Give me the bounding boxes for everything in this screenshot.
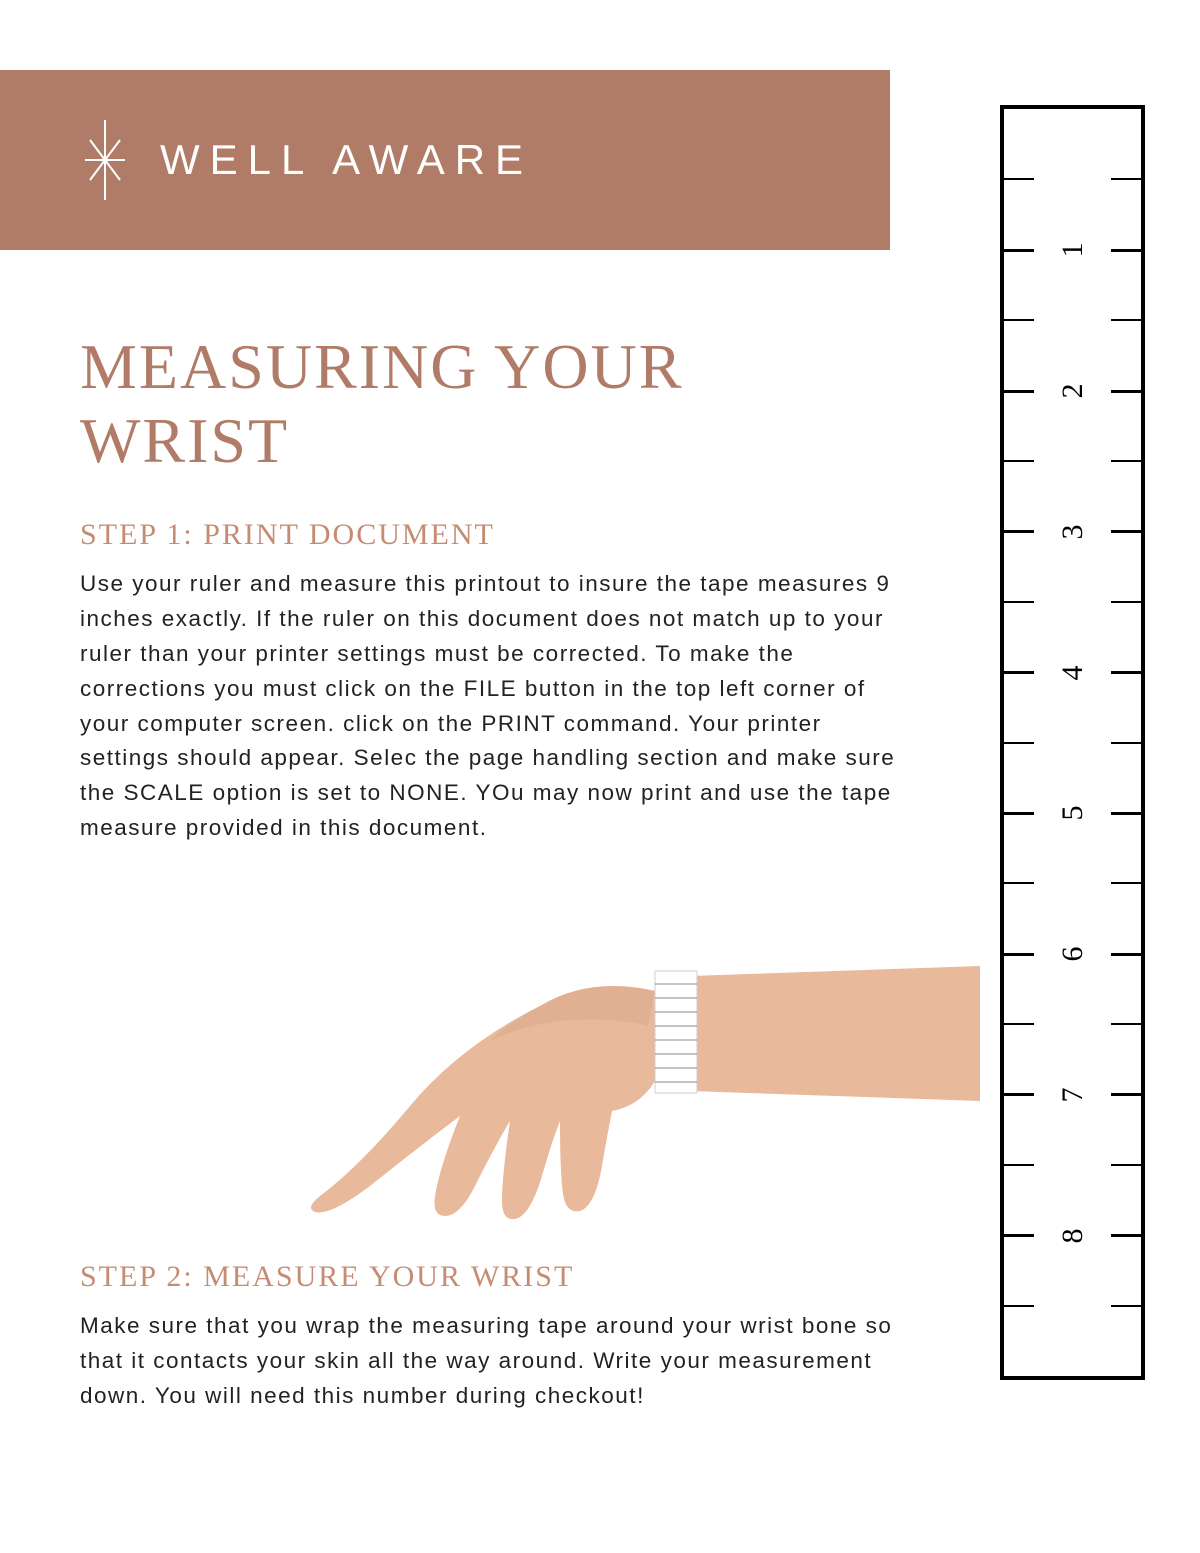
step1-heading: STEP 1: PRINT DOCUMENT	[80, 518, 900, 552]
ruler-label: 7	[1056, 1087, 1090, 1102]
ruler-major-tick: 2	[1004, 390, 1141, 393]
ruler-label: 3	[1056, 524, 1090, 539]
ruler-label: 1	[1056, 243, 1090, 258]
starburst-logo-icon	[80, 120, 130, 200]
main-content: MEASURING YOUR WRIST STEP 1: PRINT DOCUM…	[80, 330, 900, 1346]
step2-heading: STEP 2: MEASURE YOUR WRIST	[80, 1260, 900, 1294]
ruler-minor-tick	[1004, 1023, 1141, 1025]
brand-name: WELL AWARE	[160, 136, 533, 184]
ruler-label: 2	[1056, 384, 1090, 399]
ruler-label: 5	[1056, 806, 1090, 821]
ruler-minor-tick	[1004, 742, 1141, 744]
ruler-minor-tick	[1004, 319, 1141, 321]
ruler-major-tick: 1	[1004, 249, 1141, 252]
ruler-inner: 1 2 3 4 5 6 7 8	[1004, 109, 1141, 1376]
page-root: WELL AWARE MEASURING YOUR WRIST STEP 1: …	[0, 0, 1200, 1553]
step2-body: Make sure that you wrap the measuring ta…	[80, 1309, 900, 1414]
ruler-major-tick: 4	[1004, 671, 1141, 674]
ruler-label: 8	[1056, 1228, 1090, 1243]
ruler-major-tick: 3	[1004, 530, 1141, 533]
ruler-minor-tick	[1004, 1164, 1141, 1166]
hand-icon	[260, 906, 980, 1226]
ruler-major-tick: 8	[1004, 1234, 1141, 1237]
ruler-minor-tick	[1004, 178, 1141, 180]
wrist-illustration	[80, 906, 900, 1266]
ruler-minor-tick	[1004, 460, 1141, 462]
step2-block: STEP 2: MEASURE YOUR WRIST Make sure tha…	[80, 1260, 900, 1414]
ruler-label: 4	[1056, 665, 1090, 680]
ruler-major-tick: 6	[1004, 953, 1141, 956]
ruler-label: 6	[1056, 947, 1090, 962]
step1-body: Use your ruler and measure this printout…	[80, 567, 900, 846]
ruler-major-tick: 7	[1004, 1093, 1141, 1096]
header-banner: WELL AWARE	[0, 70, 890, 250]
ruler-minor-tick	[1004, 1305, 1141, 1307]
ruler-minor-tick	[1004, 882, 1141, 884]
ruler-major-tick: 5	[1004, 812, 1141, 815]
page-title: MEASURING YOUR WRIST	[80, 330, 900, 478]
printable-ruler: 1 2 3 4 5 6 7 8	[1000, 105, 1145, 1380]
ruler-minor-tick	[1004, 601, 1141, 603]
